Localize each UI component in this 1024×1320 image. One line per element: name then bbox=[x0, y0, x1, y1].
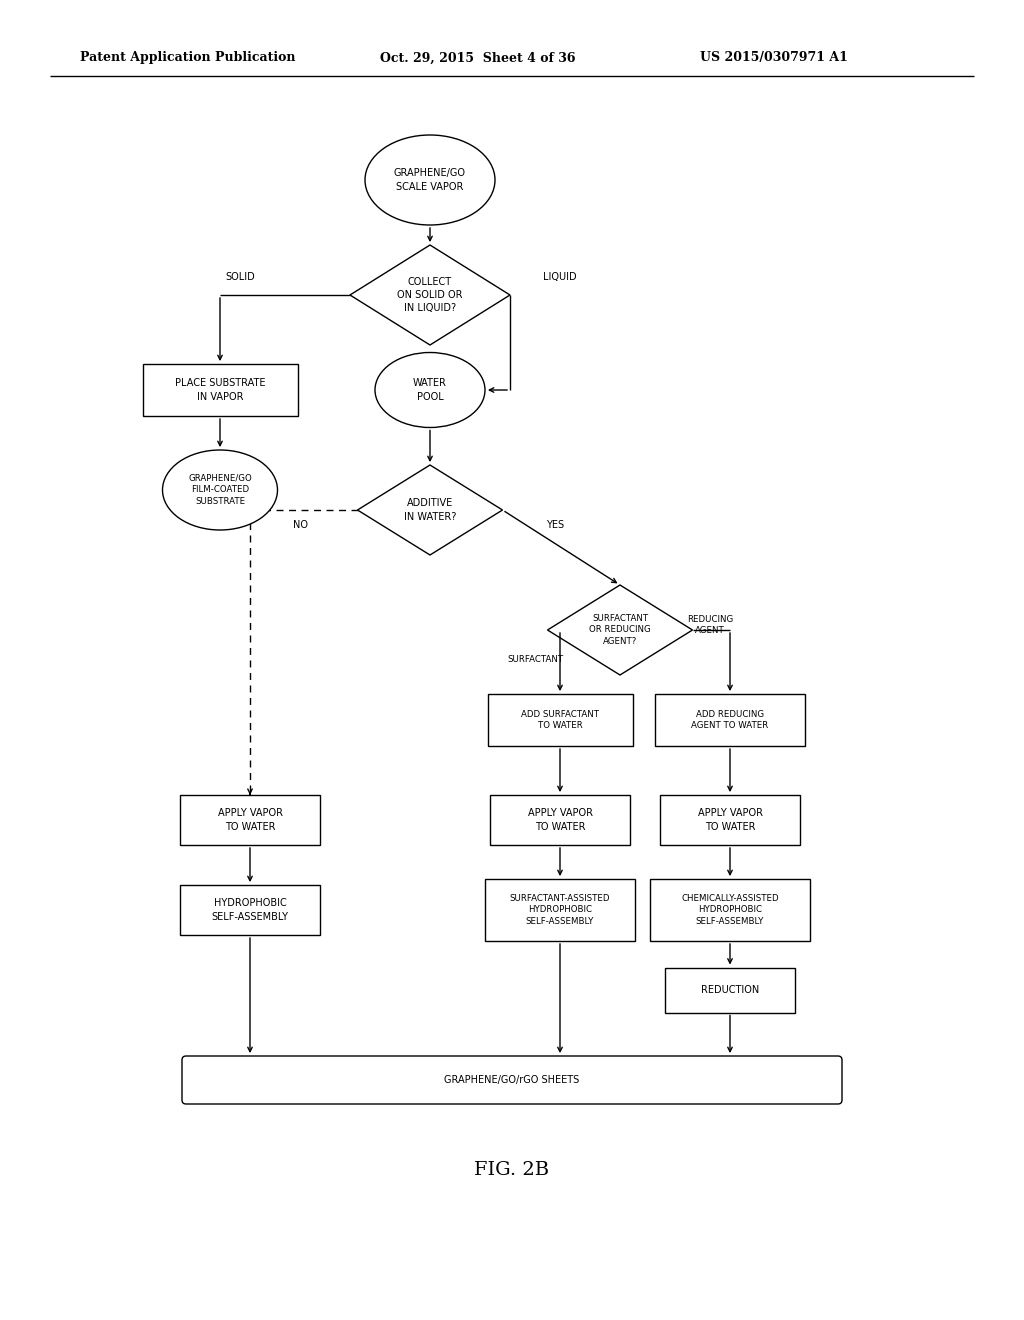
Text: Patent Application Publication: Patent Application Publication bbox=[80, 51, 296, 65]
Text: WATER
POOL: WATER POOL bbox=[413, 379, 446, 401]
Bar bbox=[655, 694, 805, 746]
Bar bbox=[180, 795, 319, 845]
Ellipse shape bbox=[365, 135, 495, 224]
Ellipse shape bbox=[163, 450, 278, 531]
Text: CHEMICALLY-ASSISTED
HYDROPHOBIC
SELF-ASSEMBLY: CHEMICALLY-ASSISTED HYDROPHOBIC SELF-ASS… bbox=[681, 894, 779, 927]
Polygon shape bbox=[357, 465, 503, 554]
Polygon shape bbox=[548, 585, 692, 675]
Text: GRAPHENE/GO/rGO SHEETS: GRAPHENE/GO/rGO SHEETS bbox=[444, 1074, 580, 1085]
Text: HYDROPHOBIC
SELF-ASSEMBLY: HYDROPHOBIC SELF-ASSEMBLY bbox=[212, 899, 289, 921]
Text: REDUCTION: REDUCTION bbox=[700, 985, 759, 995]
Text: PLACE SUBSTRATE
IN VAPOR: PLACE SUBSTRATE IN VAPOR bbox=[175, 379, 265, 401]
Bar bbox=[490, 795, 630, 845]
Text: US 2015/0307971 A1: US 2015/0307971 A1 bbox=[700, 51, 848, 65]
Bar bbox=[485, 879, 635, 941]
FancyBboxPatch shape bbox=[182, 1056, 842, 1104]
Text: APPLY VAPOR
TO WATER: APPLY VAPOR TO WATER bbox=[527, 808, 593, 832]
Ellipse shape bbox=[375, 352, 485, 428]
Text: APPLY VAPOR
TO WATER: APPLY VAPOR TO WATER bbox=[697, 808, 763, 832]
Bar bbox=[142, 364, 298, 416]
Bar bbox=[487, 694, 633, 746]
Text: ADDITIVE
IN WATER?: ADDITIVE IN WATER? bbox=[403, 499, 456, 521]
Text: GRAPHENE/GO
FILM-COATED
SUBSTRATE: GRAPHENE/GO FILM-COATED SUBSTRATE bbox=[188, 474, 252, 507]
Bar bbox=[665, 968, 795, 1012]
Text: SURFACTANT-ASSISTED
HYDROPHOBIC
SELF-ASSEMBLY: SURFACTANT-ASSISTED HYDROPHOBIC SELF-ASS… bbox=[510, 894, 610, 927]
Text: ADD REDUCING
AGENT TO WATER: ADD REDUCING AGENT TO WATER bbox=[691, 710, 769, 730]
Text: YES: YES bbox=[546, 520, 564, 531]
Text: REDUCING
AGENT: REDUCING AGENT bbox=[687, 615, 733, 635]
Bar bbox=[660, 795, 800, 845]
Text: SURFACTANT: SURFACTANT bbox=[507, 656, 563, 664]
Text: FIG. 2B: FIG. 2B bbox=[474, 1162, 550, 1179]
Text: Oct. 29, 2015  Sheet 4 of 36: Oct. 29, 2015 Sheet 4 of 36 bbox=[380, 51, 575, 65]
Text: GRAPHENE/GO
SCALE VAPOR: GRAPHENE/GO SCALE VAPOR bbox=[394, 169, 466, 191]
Polygon shape bbox=[350, 246, 510, 345]
Text: SURFACTANT
OR REDUCING
AGENT?: SURFACTANT OR REDUCING AGENT? bbox=[589, 614, 651, 647]
Text: NO: NO bbox=[293, 520, 307, 531]
Text: SOLID: SOLID bbox=[225, 272, 255, 282]
Bar bbox=[180, 884, 319, 935]
Text: APPLY VAPOR
TO WATER: APPLY VAPOR TO WATER bbox=[217, 808, 283, 832]
Bar bbox=[650, 879, 810, 941]
Text: LIQUID: LIQUID bbox=[543, 272, 577, 282]
Text: COLLECT
ON SOLID OR
IN LIQUID?: COLLECT ON SOLID OR IN LIQUID? bbox=[397, 277, 463, 313]
Text: ADD SURFACTANT
TO WATER: ADD SURFACTANT TO WATER bbox=[521, 710, 599, 730]
